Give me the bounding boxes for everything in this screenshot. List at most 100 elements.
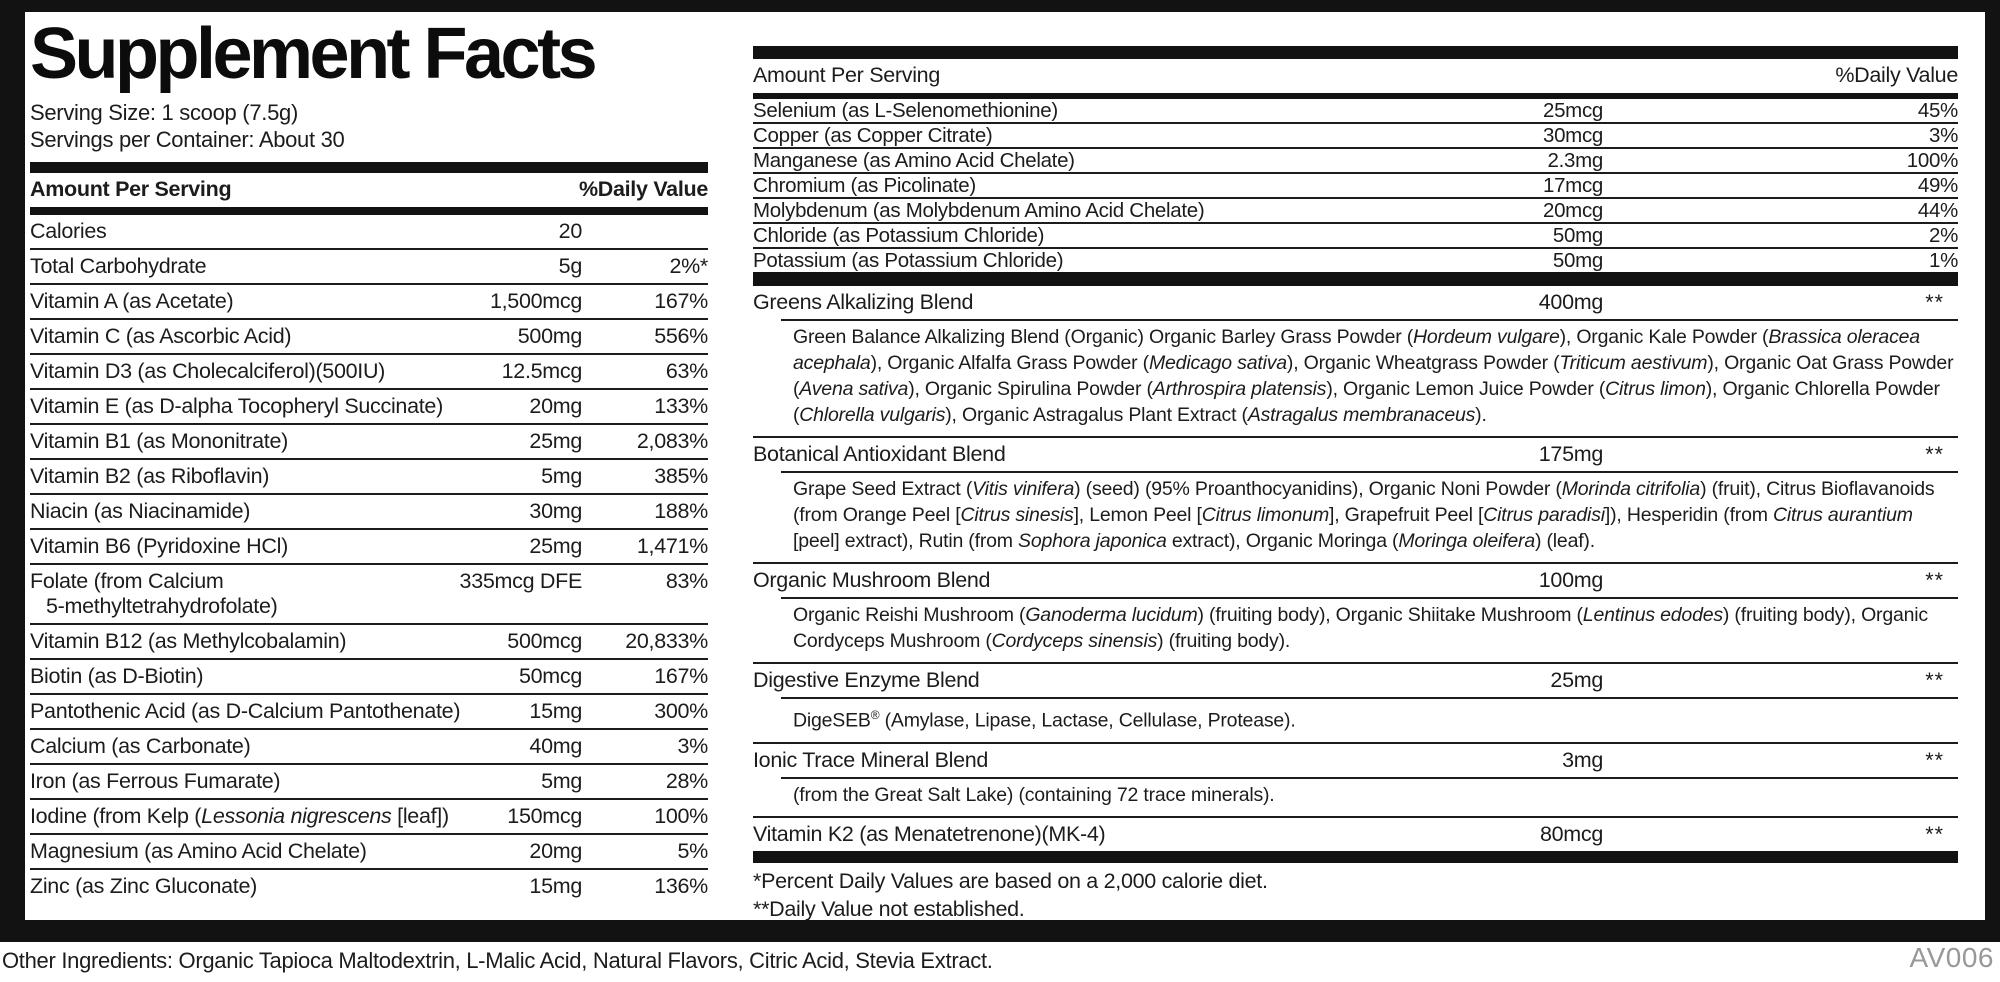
daily-value: 2%*	[669, 254, 708, 278]
daily-value: 100%	[654, 804, 708, 828]
amount-value: 25mg	[529, 534, 582, 558]
table-row: Chromium (as Picolinate) 17mcg 49%	[753, 174, 1958, 199]
text-part: ), Organic Alfalfa Grass Powder (	[870, 352, 1150, 374]
blend-name: Greens Alkalizing Blend	[753, 290, 974, 314]
text-part: Copper (as Copper Citrate)	[753, 123, 993, 147]
text-part: Molybdenum (as Molybdenum Amino Acid Che…	[753, 198, 1205, 222]
text-part: Chromium (as Picolinate)	[753, 173, 976, 197]
text-part: ) (fruiting body), Organic Cordyceps Mus…	[793, 604, 1928, 652]
amount-value: 100mg	[1538, 568, 1604, 592]
text-part: Pantothenic Acid (as D-Calcium Pantothen…	[30, 699, 461, 723]
daily-value: 3%	[677, 734, 709, 758]
amount-value: 50mcg	[518, 664, 582, 688]
blend-header-row: Vitamin K2 (as Menatetrenone)(MK-4) 80mcg…	[753, 818, 1958, 851]
table-row: Calories 20	[30, 215, 708, 250]
daily-value: **	[1925, 290, 1944, 314]
ingredient-name: Vitamin A (as Acetate)	[30, 289, 239, 314]
blend-name: Vitamin K2 (as Menatetrenone)(MK-4)	[753, 821, 1106, 846]
ingredient-name: Chloride (as Potassium Chloride)	[753, 225, 1050, 246]
footnote-daily-values: *Percent Daily Values are based on a 2,0…	[753, 868, 1268, 893]
ingredient-name: Magnesium (as Amino Acid Chelate)	[30, 839, 373, 864]
table-row: Copper (as Copper Citrate) 30mcg 3%	[753, 124, 1958, 149]
ingredient-name: Potassium (as Potassium Chloride)	[753, 250, 1069, 271]
thick-divider-bar	[753, 93, 1958, 99]
blend-section: Organic Mushroom Blend 100mg ** Organic Rei…	[753, 562, 1958, 662]
latin-botanical-name: Sophora japonica	[1018, 530, 1167, 552]
blend-name: Ionic Trace Mineral Blend	[753, 747, 989, 772]
table-row: Biotin (as D-Biotin) 50mcg 167%	[30, 660, 708, 695]
text-part: ), Organic Astragalus Plant Extract (	[945, 404, 1248, 426]
amount-value: 2.3mg	[1547, 148, 1604, 172]
amount-value: 15mg	[529, 699, 582, 723]
daily-value: 136%	[654, 874, 708, 898]
amount-value: 5g	[558, 254, 583, 278]
ingredient-name: Pantothenic Acid (as D-Calcium Pantothen…	[30, 699, 466, 724]
latin-botanical-name: Citrus sinesis	[960, 504, 1074, 526]
blend-section: Greens Alkalizing Blend 400mg ** Green Bala…	[753, 286, 1958, 436]
thick-divider-bar	[753, 850, 1958, 863]
text-part: extract), Organic Moringa (	[1166, 530, 1399, 552]
blend-header-row: Botanical Antioxidant Blend 175mg **	[753, 438, 1958, 471]
ingredient-name: Calories	[30, 219, 112, 244]
right-nutrient-table: Selenium (as L-Selenomethionine) 25mcg 45%…	[753, 99, 1958, 272]
text-part: Zinc (as Zinc Gluconate)	[30, 874, 257, 898]
ingredient-name: Vitamin B12 (as Methylcobalamin)	[30, 629, 352, 654]
text-part: DigeSEB	[793, 709, 871, 732]
daily-value: 556%	[654, 324, 708, 348]
right-table-header: Amount Per Serving %Daily Value	[753, 59, 1958, 93]
ingredient-name: Folate (from Calcium 5-methyltetrahydrofo…	[30, 569, 284, 619]
daily-value: 167%	[654, 289, 708, 313]
daily-value: 3%	[1928, 123, 1958, 147]
amount-value: 50mg	[1552, 248, 1603, 272]
text-part: ), Organic Lemon Juice Powder (	[1326, 378, 1606, 400]
daily-value: 2%	[1928, 223, 1958, 247]
table-row: Vitamin B6 (Pyridoxine HCl) 25mg 1,471%	[30, 530, 708, 565]
latin-botanical-name: Triticum aestivum	[1559, 352, 1708, 374]
latin-botanical-name: Hordeum vulgare	[1413, 326, 1560, 348]
text-part: Vitamin C (as Ascorbic Acid)	[30, 324, 292, 348]
text-part: Green Balance Alkalizing Blend (Organic)…	[793, 326, 1414, 348]
table-row: Potassium (as Potassium Chloride) 50mg 1%	[753, 249, 1958, 272]
ingredient-name: Vitamin D3 (as Cholecalciferol)(500IU)	[30, 359, 391, 384]
blend-ingredients-description: DigeSEB® (Amylase, Lipase, Lactase, Cell…	[781, 697, 1958, 742]
text-part: ) (fruiting body).	[1157, 630, 1291, 652]
amount-per-serving-header: Amount Per Serving	[30, 177, 232, 201]
blend-name: Botanical Antioxidant Blend	[753, 442, 1006, 466]
daily-value: 385%	[654, 464, 708, 488]
daily-value-header: %Daily Value	[1835, 63, 1958, 87]
table-row: Vitamin A (as Acetate) 1,500mcg 167%	[30, 285, 708, 320]
ingredient-name: Selenium (as L-Selenomethionine)	[753, 100, 1064, 121]
thick-divider-bar	[753, 272, 1958, 286]
ingredient-name: Manganese (as Amino Acid Chelate)	[753, 150, 1081, 171]
amount-value: 40mg	[529, 734, 582, 758]
daily-value: 1%	[1928, 248, 1958, 272]
blend-section: Digestive Enzyme Blend 25mg ** DigeSEB® (Am…	[753, 662, 1958, 742]
amount-value: 25mg	[529, 429, 582, 453]
text-part: [peel] extract), Rutin (from	[793, 530, 1019, 552]
proprietary-blend-list: Greens Alkalizing Blend 400mg ** Green Bala…	[753, 286, 1958, 851]
latin-botanical-name: Lentinus edodes	[1582, 604, 1723, 626]
blend-section: Vitamin K2 (as Menatetrenone)(MK-4) 80mcg…	[753, 815, 1958, 851]
latin-botanical-name: Citrus paradisi	[1483, 504, 1605, 526]
footnotes: *Percent Daily Values are based on a 2,0…	[753, 867, 1958, 923]
blend-name: Digestive Enzyme Blend	[753, 668, 980, 692]
left-table-header: Amount Per Serving %Daily Value	[30, 173, 708, 207]
table-row: Manganese (as Amino Acid Chelate) 2.3mg 10…	[753, 149, 1958, 174]
table-row: Iron (as Ferrous Fumarate) 5mg 28%	[30, 765, 708, 800]
table-row: Vitamin B1 (as Mononitrate) 25mg 2,083%	[30, 425, 708, 460]
amount-value: 12.5mcg	[501, 359, 583, 383]
ingredient-name: Copper (as Copper Citrate)	[753, 123, 998, 147]
daily-value: 45%	[1917, 98, 1958, 122]
text-part: ]), Hesperidin (from	[1604, 504, 1773, 526]
daily-value: **	[1925, 668, 1944, 692]
text-part: Vitamin B2 (as Riboflavin)	[30, 464, 270, 488]
amount-value: 3mg	[1562, 747, 1603, 772]
text-part: Magnesium (as Amino Acid Chelate)	[30, 839, 367, 863]
table-row: Vitamin B12 (as Methylcobalamin) 500mcg 20…	[30, 625, 708, 660]
ingredient-name: Iron (as Ferrous Fumarate)	[30, 769, 286, 794]
right-panel: Amount Per Serving %Daily Value Selenium…	[753, 46, 1958, 923]
text-part: ), Organic Oat Grass Powder (	[793, 352, 1954, 400]
blend-ingredients-description: Grape Seed Extract (Vitis vinifera) (see…	[781, 471, 1958, 562]
ingredient-name: Total Carbohydrate	[30, 254, 212, 279]
amount-value: 500mcg	[507, 629, 582, 653]
